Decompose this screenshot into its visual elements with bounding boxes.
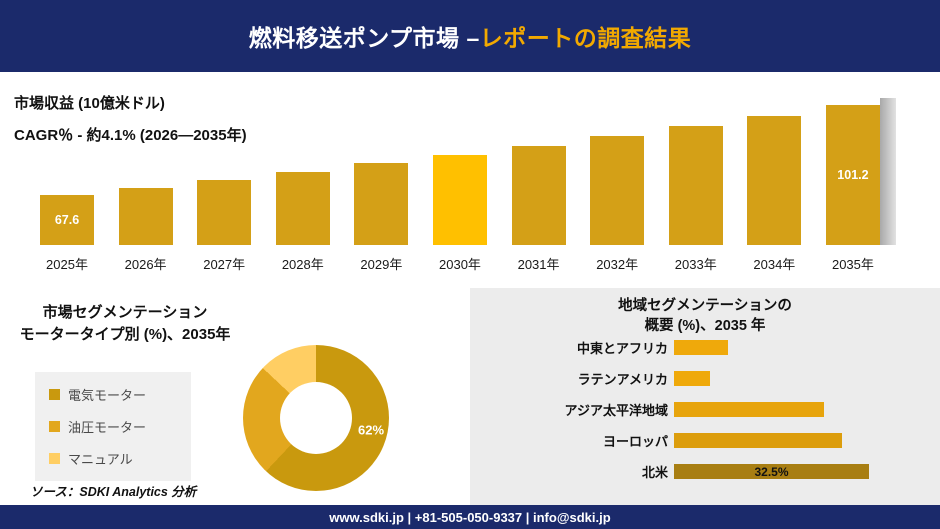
x-axis-label: 2030年 (439, 257, 481, 272)
x-axis-label: 2034年 (753, 257, 796, 272)
revenue-bar-group: 2028年 (275, 100, 330, 272)
regional-category-label: アジア太平洋地域 (564, 403, 668, 418)
source-note: ソース：SDKI Analytics 分析 (30, 485, 197, 499)
motor-chart-title-line1: 市場セグメンテーション (42, 304, 208, 321)
bar-value-label: 101.2 (837, 168, 869, 182)
revenue-bar (511, 146, 566, 245)
legend-item: 油圧モーター (49, 417, 177, 436)
revenue-bar: 67.6 (40, 195, 94, 245)
revenue-bar (354, 163, 409, 245)
regional-chart-title-line2: 概要 (%)、2035 年 (644, 318, 766, 334)
footer-contact: www.sdki.jp | +81-505-050-9337 | info@sd… (329, 509, 611, 525)
revenue-bar: 101.2 (825, 105, 880, 245)
chart-shadow-strip (880, 98, 896, 245)
regional-bar-row: 北米 32.5% (470, 456, 940, 487)
revenue-bar (668, 126, 723, 245)
revenue-bar-group: 2031年 (511, 100, 566, 272)
x-axis-label: 2025年 (46, 257, 88, 272)
regional-bar (674, 433, 842, 448)
revenue-bar-group: 2034年 (747, 100, 802, 272)
header-banner: 燃料移送ポンプ市場 –レポートの調査結果 (0, 0, 940, 72)
regional-bar-row: ラテンアメリカ (470, 363, 940, 394)
revenue-bar-group: 67.6 2025年 (40, 100, 94, 272)
motor-segmentation-section: 市場セグメンテーション モータータイプ別 (%)、2035年 電気モーター 油圧モ… (0, 288, 470, 505)
regional-bar-rows: 中東とアフリカ ラテンアメリカアジア太平洋地域ヨーロッパ北米 32.5% (470, 332, 940, 487)
x-axis-label: 2033年 (674, 257, 717, 272)
motor-chart-title: 市場セグメンテーション モータータイプ別 (%)、2035年 (5, 302, 245, 346)
x-axis-label: 2035年 (831, 257, 874, 272)
revenue-chart-bars: 67.6 2025年 2026年 2027年 2028年 2029年 2030年 2031年 2… (40, 100, 880, 272)
regional-bar: 32.5% (674, 464, 869, 479)
revenue-bar (590, 136, 645, 245)
x-axis-label: 2029年 (360, 257, 403, 272)
regional-category-label: 北米 (641, 465, 668, 480)
regional-bar-row: アジア太平洋地域 (470, 394, 940, 425)
footer-bar: www.sdki.jp | +81-505-050-9337 | info@sd… (0, 505, 940, 529)
regional-chart-title-line1: 地域セグメンテーションの (618, 298, 792, 314)
regional-category-label: 中東とアフリカ (576, 341, 668, 356)
legend-swatch (49, 421, 60, 432)
legend-label: 油圧モーター (68, 420, 147, 435)
donut-hole (280, 382, 352, 454)
x-axis-label: 2028年 (281, 257, 324, 272)
x-axis-label: 2027年 (203, 257, 246, 272)
legend-swatch (49, 453, 60, 464)
revenue-bar (275, 172, 330, 245)
regional-chart-title: 地域セグメンテーションの 概要 (%)、2035 年 (470, 296, 940, 336)
legend-swatch (49, 389, 60, 400)
regional-category-label: ラテンアメリカ (577, 372, 668, 387)
x-axis-label: 2031年 (517, 257, 560, 272)
legend-label: マニュアル (68, 452, 133, 467)
regional-bar (674, 402, 824, 417)
page-title: 燃料移送ポンプ市場 –レポートの調査結果 (249, 19, 692, 53)
regional-bar (674, 371, 710, 386)
revenue-bar-group: 2033年 (668, 100, 723, 272)
regional-bar-row: ヨーロッパ (470, 425, 940, 456)
regional-bar-row: 中東とアフリカ (470, 332, 940, 363)
revenue-bar-group: 2032年 (590, 100, 645, 272)
legend-item: 電気モーター (49, 385, 177, 404)
revenue-chart-subtitle: CAGR％ - 約4.1% (2026―2035年) (14, 127, 247, 144)
revenue-bar-group: 2029年 (354, 100, 409, 272)
x-axis-label: 2026年 (124, 257, 167, 272)
page-title-accent: レポートの調査結果 (479, 25, 692, 51)
bar-value-label: 67.6 (54, 213, 80, 227)
revenue-bar-group: 2030年 (432, 100, 487, 272)
motor-donut-chart: 62% (243, 345, 389, 491)
regional-category-label: ヨーロッパ (602, 434, 668, 449)
x-axis-label: 2032年 (596, 257, 639, 272)
revenue-bar (118, 188, 173, 245)
legend-item: マニュアル (49, 449, 177, 468)
revenue-chart-section: 市場収益 (10億米ドル) CAGR％ - 約4.1% (2026―2035年)… (0, 72, 940, 288)
regional-bar-value-label: 32.5% (754, 464, 789, 479)
page-title-main: 燃料移送ポンプ市場 – (248, 25, 480, 51)
revenue-bar-group: 101.2 2035年 (825, 100, 880, 272)
revenue-bar-group: 2026年 (118, 100, 173, 272)
revenue-bar (197, 180, 252, 245)
revenue-bar (747, 116, 802, 245)
revenue-chart-title: 市場収益 (10億米ドル) (14, 95, 165, 112)
donut-value-label: 62% (357, 422, 385, 438)
regional-segmentation-section: 地域セグメンテーションの 概要 (%)、2035 年 中東とアフリカ ラテンアメリ… (470, 288, 940, 505)
revenue-bar-group: 2027年 (197, 100, 252, 272)
motor-legend: 電気モーター 油圧モーター マニュアル (35, 372, 191, 481)
revenue-bar (432, 155, 487, 245)
motor-chart-title-line2: モータータイプ別 (%)、2035年 (19, 326, 231, 343)
regional-bar (674, 340, 728, 355)
legend-label: 電気モーター (68, 388, 147, 403)
